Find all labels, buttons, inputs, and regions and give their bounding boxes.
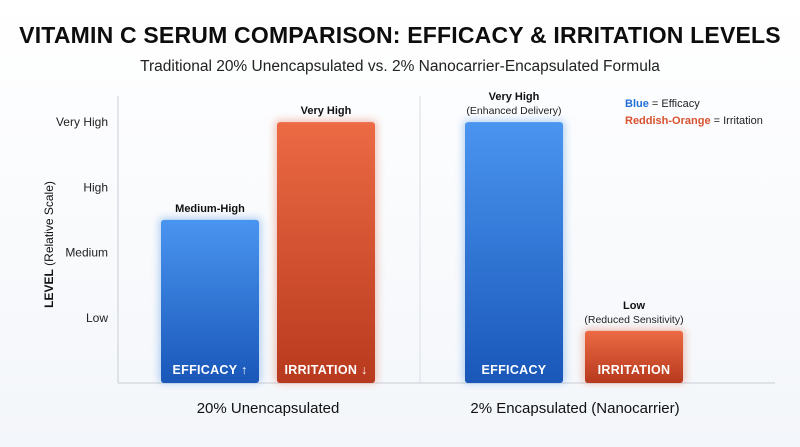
bar-inner-label: EFFICACY (482, 363, 547, 377)
bar-inner-label: EFFICACY ↑ (173, 363, 248, 377)
bar-labels: Medium-High EFFICACY ↑ Very High IRRITATION… (173, 91, 684, 417)
legend-item-efficacy: Blue = Efficacy (625, 98, 700, 110)
bar-sublabel: (Enhanced Delivery) (466, 105, 561, 117)
chart-subtitle: Traditional 20% Unencapsulated vs. 2% Na… (140, 58, 660, 75)
bar-efficacy (161, 219, 259, 383)
bar-inner-label: IRRITATION ↓ (285, 363, 368, 377)
bar-value-label: Very High (301, 105, 352, 117)
axes: Low Medium High Very High LEVEL (Relative Sc… (42, 96, 775, 384)
y-axis-label-rest: (Relative Scale) (42, 181, 56, 269)
y-tick-label: High (83, 180, 108, 194)
legend: Blue = Efficacy Reddish-Orange = Irritat… (625, 96, 763, 130)
y-axis-label: LEVEL (Relative Scale) (42, 181, 56, 308)
y-tick-label: Medium (65, 246, 108, 260)
chart-title: VITAMIN C SERUM COMPARISON: EFFICACY & I… (19, 22, 781, 48)
y-tick-label: Low (86, 311, 108, 325)
bar-value-label: Low (623, 300, 645, 312)
bar-inner-label: IRRITATION (598, 363, 671, 377)
bar-value-label: Very High (489, 91, 540, 103)
bars (159, 120, 685, 383)
bar-sublabel: (Reduced Sensitivity) (584, 314, 683, 326)
group-label: 20% Unencapsulated (197, 400, 340, 417)
bar-irritation (585, 330, 683, 383)
group-label: 2% Encapsulated (Nanocarrier) (470, 400, 679, 417)
y-tick-label: Very High (56, 115, 108, 129)
bar-efficacy (465, 122, 563, 383)
bar-irritation (277, 122, 375, 383)
y-axis-label-bold: LEVEL (42, 269, 56, 308)
legend-item-irritation: Reddish-Orange = Irritation (625, 115, 763, 127)
bar-value-label: Medium-High (175, 203, 245, 215)
